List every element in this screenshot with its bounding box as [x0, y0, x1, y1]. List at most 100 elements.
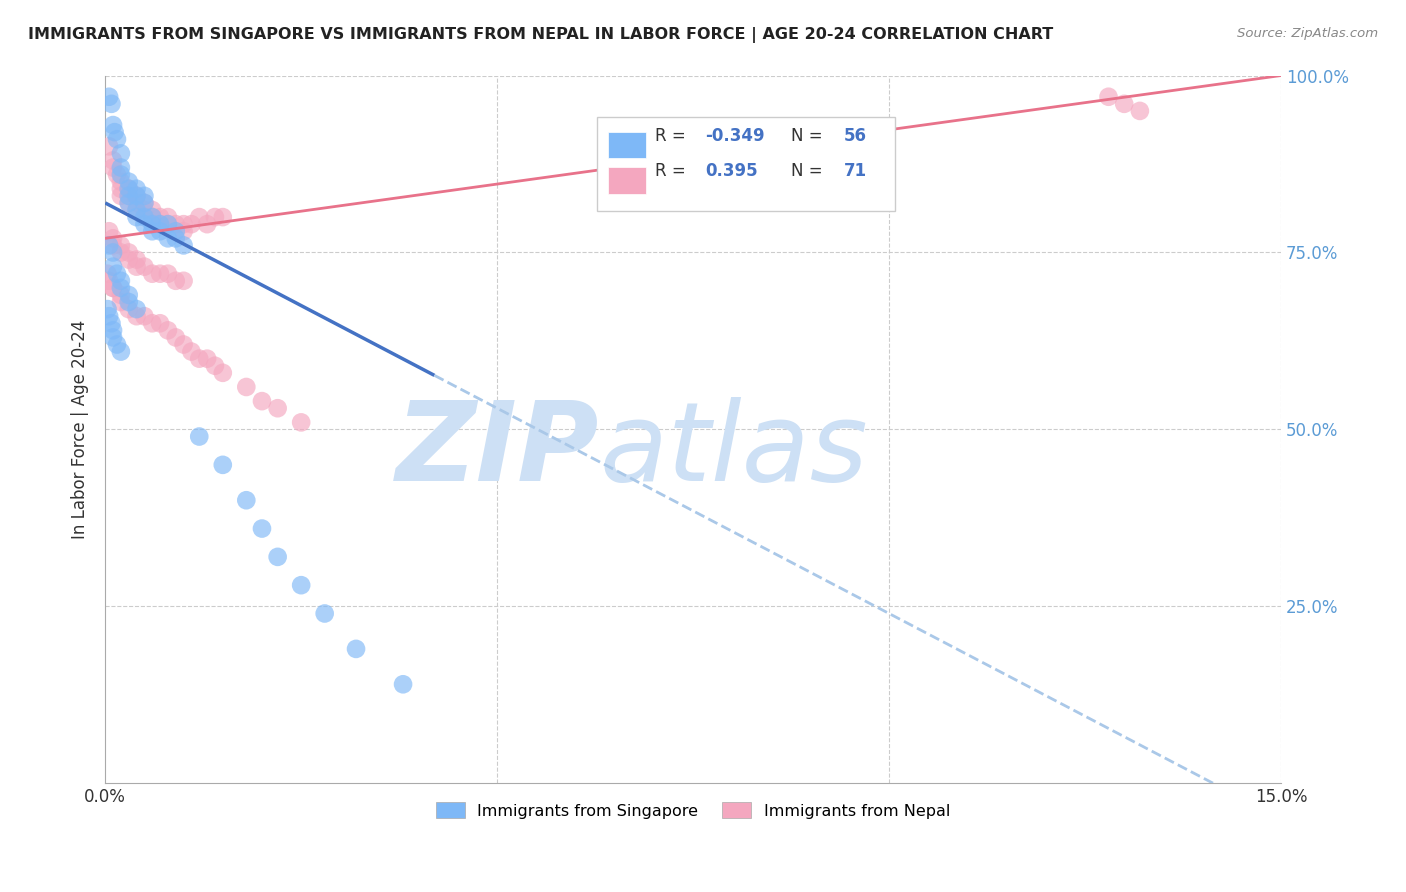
Point — [211, 366, 233, 380]
Point — [290, 416, 312, 430]
Point — [165, 224, 187, 238]
Point — [125, 189, 148, 203]
Point — [110, 288, 132, 302]
Point — [180, 217, 202, 231]
Text: atlas: atlas — [599, 397, 868, 504]
Point — [290, 578, 312, 592]
Point — [125, 210, 148, 224]
Point — [101, 245, 124, 260]
Point — [98, 89, 121, 103]
Point — [1129, 103, 1152, 118]
Point — [149, 316, 172, 330]
Point — [110, 161, 132, 175]
Point — [134, 189, 156, 203]
Point — [118, 252, 141, 267]
Point — [188, 429, 211, 443]
Point — [141, 267, 163, 281]
Point — [173, 274, 195, 288]
Point — [110, 238, 132, 252]
Point — [98, 238, 121, 252]
Point — [235, 380, 257, 394]
Point — [110, 295, 132, 310]
Point — [134, 210, 156, 224]
Point — [141, 202, 163, 217]
Point — [141, 217, 163, 231]
FancyBboxPatch shape — [596, 117, 896, 211]
Text: ZIP: ZIP — [395, 397, 599, 504]
Point — [125, 302, 148, 317]
Point — [101, 153, 124, 168]
Point — [235, 493, 257, 508]
Point — [134, 196, 156, 211]
Point — [125, 309, 148, 323]
Point — [250, 394, 273, 409]
Point — [118, 175, 141, 189]
Point — [101, 238, 124, 252]
Point — [156, 210, 179, 224]
Point — [101, 330, 124, 344]
Point — [149, 217, 172, 231]
Point — [1114, 96, 1136, 111]
Point — [105, 337, 128, 351]
Point — [173, 217, 195, 231]
Point — [156, 217, 179, 231]
Point — [314, 607, 336, 621]
Point — [110, 245, 132, 260]
Point — [134, 217, 156, 231]
Point — [100, 316, 122, 330]
Point — [173, 337, 195, 351]
Point — [149, 267, 172, 281]
Point — [165, 274, 187, 288]
Point — [173, 224, 195, 238]
Point — [118, 245, 141, 260]
Point — [110, 189, 132, 203]
Point — [195, 217, 218, 231]
Point — [250, 522, 273, 536]
Point — [266, 549, 288, 564]
Point — [134, 309, 156, 323]
Point — [156, 231, 179, 245]
Point — [104, 125, 127, 139]
Point — [101, 161, 124, 175]
Point — [118, 295, 141, 310]
Point — [134, 196, 156, 211]
Point — [98, 139, 121, 153]
Point — [141, 316, 163, 330]
Point — [195, 351, 218, 366]
Point — [211, 210, 233, 224]
FancyBboxPatch shape — [609, 132, 645, 159]
Point — [110, 274, 132, 288]
Point — [118, 288, 141, 302]
FancyBboxPatch shape — [609, 167, 645, 194]
Point — [125, 182, 148, 196]
Point — [141, 224, 163, 238]
Point — [134, 202, 156, 217]
Point — [110, 168, 132, 182]
Point — [392, 677, 415, 691]
Point — [141, 210, 163, 224]
Point — [98, 274, 121, 288]
Point — [204, 210, 226, 224]
Point — [149, 224, 172, 238]
Point — [125, 196, 148, 211]
Point — [101, 260, 124, 274]
Point — [188, 210, 211, 224]
Point — [118, 182, 141, 196]
Point — [211, 458, 233, 472]
Text: R =: R = — [655, 162, 697, 180]
Point — [110, 175, 132, 189]
Point — [173, 238, 195, 252]
Text: 0.395: 0.395 — [704, 162, 758, 180]
Point — [125, 189, 148, 203]
Point — [204, 359, 226, 373]
Point — [97, 302, 120, 317]
Point — [110, 344, 132, 359]
Point — [156, 267, 179, 281]
Point — [98, 224, 121, 238]
Point — [118, 196, 141, 211]
Point — [101, 281, 124, 295]
Point — [149, 210, 172, 224]
Point — [101, 281, 124, 295]
Point — [134, 260, 156, 274]
Point — [101, 323, 124, 337]
